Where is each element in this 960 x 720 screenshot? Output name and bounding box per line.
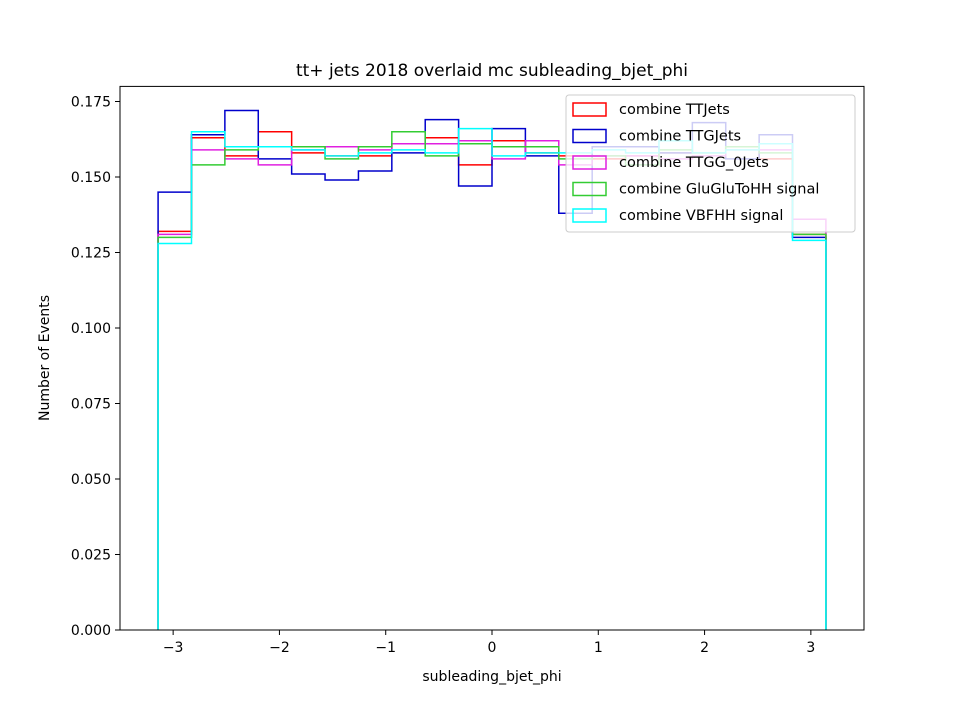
legend-swatch [572,128,607,144]
legend-label: combine VBFHH signal [619,208,783,224]
legend-box [565,94,856,233]
y-tick-label: 0.150 [71,170,111,186]
x-tick-label: 0 [488,640,497,656]
y-tick-label: 0.000 [71,623,111,639]
x-axis: −3 −2 −1 0 1 2 3 [163,630,815,656]
x-tick-label: −3 [163,640,184,656]
x-tick-label: −1 [375,640,396,656]
legend-swatch [572,181,607,197]
x-axis-label: subleading_bjet_phi [422,669,561,685]
y-tick-label: 0.100 [71,321,111,337]
y-tick-label: 0.175 [71,95,111,111]
x-tick-label: 2 [700,640,709,656]
x-tick-label: 1 [594,640,603,656]
y-tick-label: 0.050 [71,472,111,488]
x-tick-label: 3 [806,640,815,656]
legend: combine TTJets combine TTGJets combine TTG… [565,94,856,233]
x-tick-label: −2 [269,640,290,656]
y-axis: 0.000 0.025 0.050 0.075 0.100 0.125 0.150 0.175 [71,95,120,639]
legend-label: combine TTGJets [619,129,741,145]
legend-swatch [572,155,607,170]
y-axis-label: Number of Events [37,295,53,421]
y-tick-label: 0.125 [71,246,111,262]
legend-label: combine TTJets [619,102,730,118]
legend-label: combine TTGG_0Jets [619,155,769,171]
chart-title: tt+ jets 2018 overlaid mc subleading_bje… [296,61,688,81]
legend-swatch [572,102,607,117]
y-tick-label: 0.075 [71,397,111,413]
legend-label: combine GluGluToHH signal [619,182,819,198]
legend-swatch [572,208,607,223]
y-tick-label: 0.025 [71,548,111,564]
